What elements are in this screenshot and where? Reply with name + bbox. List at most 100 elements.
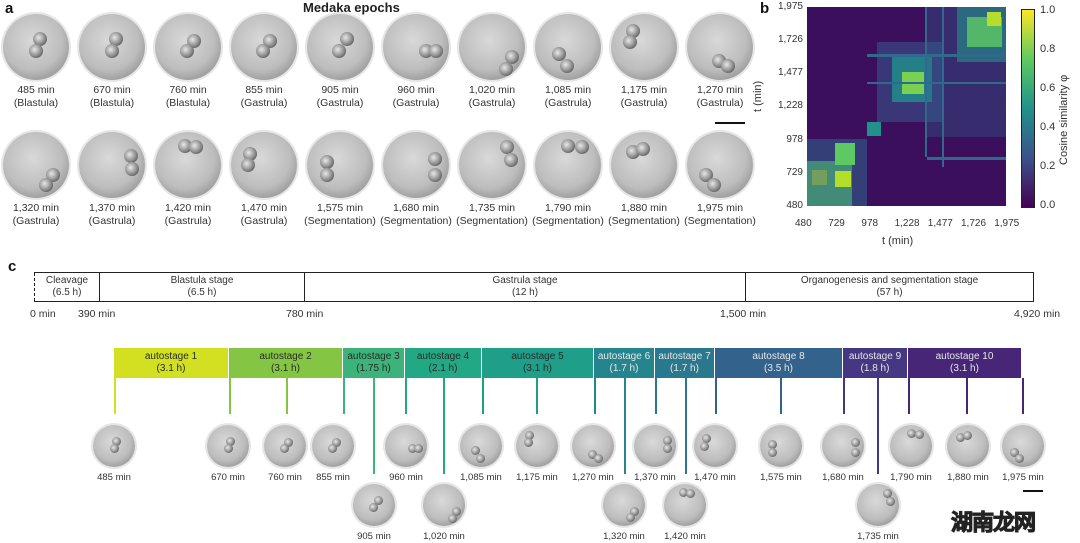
eye-shape [332, 437, 342, 447]
embryo-image [155, 132, 221, 198]
epoch-label: 485 min (Blastula) [13, 84, 59, 109]
embryo-image [79, 14, 145, 80]
stage-cleavage: Cleavage (6.5 h) [34, 273, 99, 301]
heatmap-block [987, 12, 1001, 26]
connector-line [843, 378, 845, 414]
embryo-image [383, 132, 449, 198]
eye-shape [962, 431, 972, 441]
embryo-image [687, 132, 753, 198]
eye-shape [109, 443, 119, 453]
axis-label-1500: 1,500 min [720, 308, 767, 320]
connector-line [966, 378, 968, 414]
eye-shape [850, 448, 860, 458]
epoch-label: 1,470 min (Gastrula) [240, 202, 288, 227]
epoch-label: 1,175 min (Gastrula) [620, 84, 668, 109]
epoch-label: 1,370 min (Gastrula) [88, 202, 136, 227]
panel-b-letter: b [760, 0, 770, 17]
eye-shape [700, 441, 710, 451]
embryo-image [694, 425, 736, 467]
epoch-label: 1,020 min (Gastrula) [468, 84, 516, 109]
colorbar-tick: 0.0 [1040, 199, 1056, 211]
eye-shape [560, 58, 575, 73]
embryo-image [307, 14, 373, 80]
connector-line [624, 378, 626, 474]
stage-blastula: Blastula stage (6.5 h) [99, 273, 304, 301]
eye-shape [625, 145, 640, 160]
embryo-image [857, 484, 899, 526]
connector-line [685, 378, 687, 474]
eye-shape [636, 141, 651, 156]
embryo-image [611, 132, 677, 198]
autostage-image-label: 855 min [316, 472, 350, 483]
embryo-image [634, 425, 676, 467]
heatmap-line [942, 7, 944, 167]
connector-line [482, 378, 484, 414]
embryo-image [535, 132, 601, 198]
eye-shape [32, 32, 47, 47]
epoch-label: 1,270 min (Gastrula) [696, 84, 744, 109]
connector-line [715, 378, 717, 414]
epoch-label: 1,790 min (Segmentation) [532, 202, 604, 227]
autostage-9: autostage 9 (1.8 h) [843, 348, 908, 378]
y-tick: 729 [786, 166, 803, 178]
embryo-image [312, 425, 354, 467]
eye-shape [427, 151, 442, 166]
eye-shape [180, 43, 195, 58]
autostage-image-label: 670 min [211, 472, 245, 483]
x-tick: 1,228 [894, 218, 920, 229]
eye-shape [768, 439, 778, 449]
eye-shape [242, 146, 257, 161]
embryo-image [3, 14, 69, 80]
heatmap-y-label: t (min) [752, 80, 764, 112]
eye-shape [523, 438, 533, 448]
autostage-5: autostage 5 (3.1 h) [482, 348, 594, 378]
eye-shape [906, 429, 916, 439]
embryo-image [459, 14, 525, 80]
embryo-image [947, 425, 989, 467]
axis-label-0: 0 min [30, 308, 56, 320]
x-tick: 1,477 [927, 218, 953, 229]
embryo-image [603, 484, 645, 526]
axis-label-4920: 4,920 min [1014, 308, 1061, 320]
embryo-image [231, 14, 297, 80]
eye-shape [29, 43, 44, 58]
axis-label-390: 390 min [78, 308, 116, 320]
eye-shape [505, 50, 520, 65]
autostage-3: autostage 3 (1.75 h) [343, 348, 405, 378]
eye-shape [1014, 454, 1024, 464]
eye-shape [498, 61, 513, 76]
eye-shape [593, 453, 603, 463]
connector-line [908, 378, 910, 414]
eye-shape [279, 443, 289, 453]
eye-shape [284, 437, 294, 447]
eye-shape [320, 168, 335, 183]
developmental-stage-bar: Cleavage (6.5 h) Blastula stage (6.5 h) Ga… [34, 272, 1034, 302]
stage-gastrula: Gastrula stage (12 h) [304, 273, 745, 301]
eye-shape [475, 453, 485, 463]
eye-shape [470, 446, 480, 455]
autostage-image-label: 1,370 min [634, 472, 676, 483]
embryo-image [79, 132, 145, 198]
eye-shape [332, 43, 347, 58]
connector-line [655, 378, 657, 414]
autostage-10: autostage 10 (3.1 h) [908, 348, 1022, 378]
eye-shape [256, 43, 271, 58]
embryo-image [423, 484, 465, 526]
eye-shape [111, 436, 121, 446]
embryo-image [611, 14, 677, 80]
y-tick: 1,477 [777, 67, 803, 79]
autostage-image-label: 1,790 min [890, 472, 932, 483]
embryo-image [516, 425, 558, 467]
embryo-image [155, 14, 221, 80]
eye-shape [626, 513, 636, 523]
epoch-label: 1,880 min (Segmentation) [608, 202, 680, 227]
connector-line [286, 378, 288, 414]
autostage-7: autostage 7 (1.7 h) [655, 348, 715, 378]
eye-shape [525, 431, 535, 441]
colorbar-tick: 0.6 [1040, 82, 1056, 94]
heatmap-block [867, 122, 881, 136]
autostage-image-label: 1,680 min [822, 472, 864, 483]
epoch-label: 1,320 min (Gastrula) [12, 202, 60, 227]
embryo-image [687, 14, 753, 80]
autostage-image-label: 1,975 min [1002, 472, 1044, 483]
